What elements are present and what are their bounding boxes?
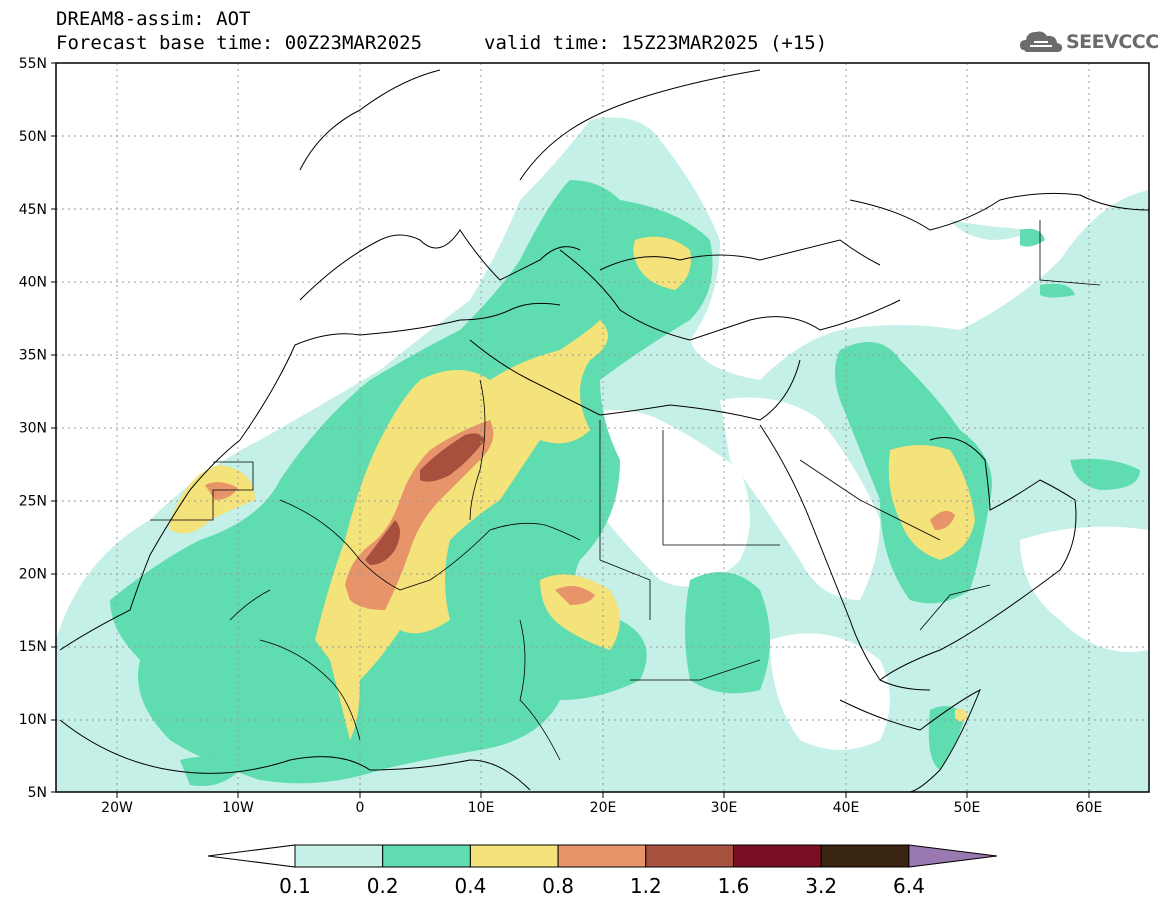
lat-label: 40N <box>19 275 47 291</box>
colorbar-segment <box>820 844 910 868</box>
colorbar-label: 0.1 <box>279 874 311 898</box>
logo-text: SEEVCCC <box>1066 31 1159 53</box>
colorbar-label: 0.2 <box>367 874 399 898</box>
lat-label: 15N <box>19 639 47 655</box>
forecast-base-time: Forecast base time: 00Z23MAR2025 <box>56 32 423 54</box>
lon-label: 10W <box>222 800 254 816</box>
colorbar-label: 0.8 <box>542 874 574 898</box>
country-borders <box>150 220 1101 761</box>
lat-label: 45N <box>19 202 47 218</box>
lon-label: 30E <box>711 800 738 816</box>
colorbar-segment <box>294 844 384 868</box>
lon-label: 20W <box>101 800 133 816</box>
colorbar-segment <box>469 844 559 868</box>
lat-label: 25N <box>19 493 47 509</box>
colorbar-label: 1.6 <box>718 874 750 898</box>
lat-label: 35N <box>19 348 47 364</box>
lon-label: 60E <box>1076 800 1103 816</box>
lat-label: 50N <box>19 129 47 145</box>
lat-label: 20N <box>19 566 47 582</box>
axis-ticks <box>51 62 1090 798</box>
lon-label: 40E <box>833 800 860 816</box>
colorbar-segment <box>733 844 822 868</box>
coastlines <box>59 69 1149 792</box>
lat-label: 10N <box>19 712 47 728</box>
lat-label: 30N <box>19 421 47 437</box>
colorbar-label: 6.4 <box>893 874 925 898</box>
lon-label: 10E <box>468 800 495 816</box>
colorbar-label: 0.4 <box>454 874 486 898</box>
lon-label: 20E <box>590 800 617 816</box>
colorbar-segment <box>382 844 471 868</box>
cloud-icon <box>1020 31 1063 52</box>
lon-label: 0 <box>356 800 365 816</box>
colorbar-label: 3.2 <box>805 874 837 898</box>
map-grid <box>56 63 1149 792</box>
colorbar-high-arrow <box>908 844 997 868</box>
colorbar-segment <box>557 844 647 868</box>
lat-label: 5N <box>28 785 47 801</box>
colorbar-segment <box>645 844 734 868</box>
colorbar: 0.1 0.2 0.4 0.8 1.2 1.6 3.2 6.4 <box>207 844 997 898</box>
aot-field <box>56 63 1149 792</box>
aot-band-0.4 <box>170 236 975 740</box>
lat-label: 55N <box>19 56 47 72</box>
latitude-labels: 55N 50N 45N 40N 35N 30N 25N 20N 15N 10N 5N <box>19 56 47 801</box>
longitude-labels: 20W 10W 0 10E 20E 30E 40E 50E 60E <box>101 800 1102 816</box>
aot-band-1.2 <box>365 433 485 565</box>
lon-label: 50E <box>954 800 981 816</box>
colorbar-label: 1.2 <box>630 874 662 898</box>
valid-time: valid time: 15Z23MAR2025 (+15) <box>484 32 828 54</box>
colorbar-low-arrow <box>207 844 296 868</box>
map-title: DREAM8-assim: AOT <box>56 8 251 30</box>
